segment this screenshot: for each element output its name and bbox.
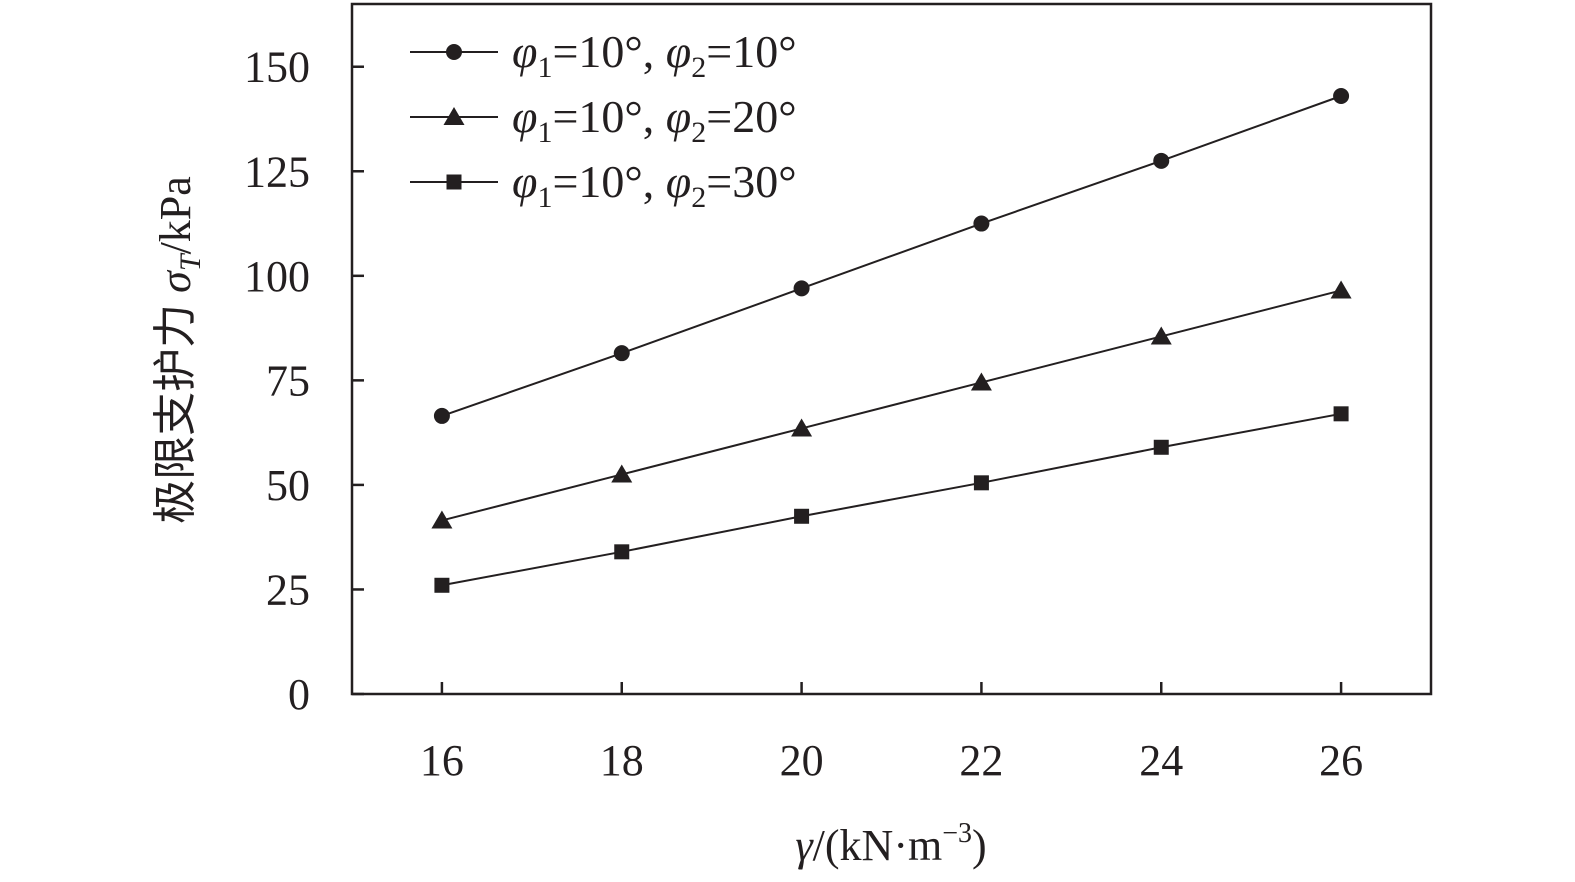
y-tick-label: 50	[266, 461, 310, 510]
y-tick-label: 0	[288, 670, 310, 719]
data-point-s1-2	[613, 345, 630, 362]
plot-frame	[350, 2, 1433, 696]
data-point-s3-4	[973, 475, 989, 491]
data-point-s2-5	[1150, 326, 1172, 345]
legend-item-2: φ1=10°, φ2=20°	[410, 91, 797, 149]
data-point-s2-2	[611, 464, 633, 483]
data-point-s2-1	[431, 510, 453, 529]
x-tick-label: 20	[780, 736, 824, 785]
legend-label: φ1=10°, φ2=10°	[512, 26, 797, 84]
series-line-1	[441, 95, 1342, 417]
legend-label: φ1=10°, φ2=30°	[512, 156, 797, 214]
data-point-s1-5	[1153, 152, 1170, 169]
y-tick-label: 125	[244, 147, 310, 196]
x-tick-label: 26	[1319, 736, 1363, 785]
x-axis-title: γ/(kN·m−3)	[795, 818, 986, 870]
series-line-2	[441, 289, 1342, 522]
y-tick-label: 150	[244, 43, 310, 92]
series-markers	[431, 88, 1352, 593]
data-point-s2-4	[970, 372, 992, 391]
y-axis-title: 极限支护力 σT/kPa	[151, 176, 207, 524]
y-tick-label: 75	[266, 356, 310, 405]
data-point-s3-5	[1153, 439, 1169, 455]
x-tick-label: 24	[1139, 736, 1183, 785]
legend: φ1=10°, φ2=10° φ1=10°, φ2=20° φ1=10°, φ2=3…	[410, 26, 797, 214]
series-lines	[441, 95, 1342, 587]
data-point-s1-6	[1333, 88, 1350, 104]
legend-marker	[446, 44, 462, 60]
data-point-s3-3	[794, 508, 810, 524]
x-tick-label: 16	[420, 736, 464, 785]
data-point-s3-2	[614, 544, 630, 560]
data-point-s1-4	[973, 215, 990, 232]
data-point-s2-6	[1330, 280, 1352, 299]
x-tick-label: 18	[600, 736, 644, 785]
legend-marker	[446, 174, 462, 190]
y-tick-label: 100	[244, 252, 310, 301]
y-axis: 0 25 50 75 100 125 150	[244, 43, 364, 719]
data-point-s3-1	[434, 577, 450, 593]
series-line-3	[441, 412, 1342, 587]
x-axis: 16 18 20 22 24 26	[420, 682, 1363, 785]
legend-label: φ1=10°, φ2=20°	[512, 91, 797, 149]
data-point-s1-1	[433, 407, 450, 424]
y-tick-label: 25	[266, 565, 310, 614]
x-tick-label: 22	[959, 736, 1003, 785]
legend-item-1: φ1=10°, φ2=10°	[410, 26, 797, 84]
data-point-s3-6	[1333, 406, 1349, 422]
legend-marker	[443, 107, 465, 125]
legend-item-3: φ1=10°, φ2=30°	[410, 156, 797, 214]
data-point-s2-3	[791, 418, 813, 437]
data-point-s1-3	[793, 280, 810, 297]
